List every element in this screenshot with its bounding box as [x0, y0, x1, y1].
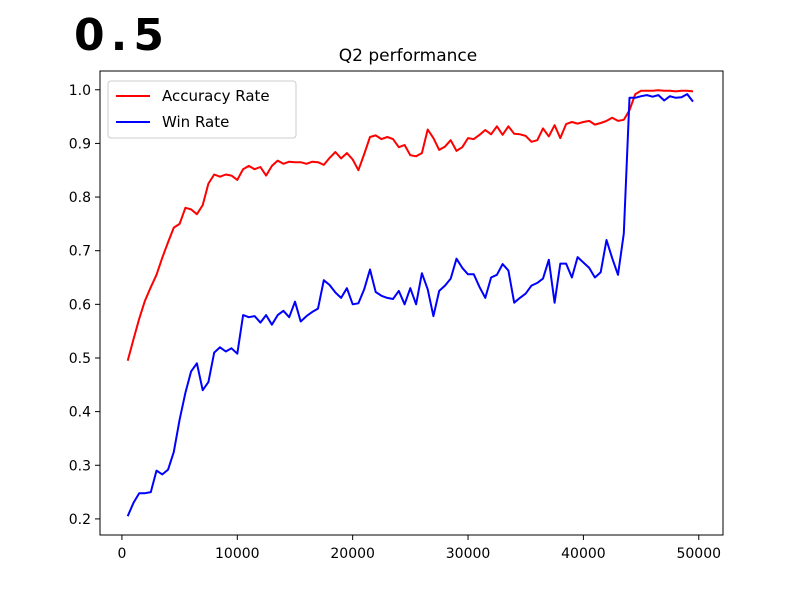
series-line-accuracy-rate: [126, 89, 694, 361]
legend-entry-label: Accuracy Rate: [162, 87, 270, 105]
y-tick-label: 0.3: [69, 458, 91, 474]
legend-box: [107, 80, 297, 139]
y-tick-label: 0.2: [69, 512, 91, 528]
plot-area: [126, 89, 694, 517]
y-tick-label: 0.4: [69, 405, 91, 421]
x-tick-label: 30000: [446, 546, 491, 562]
legend-entry-label: Win Rate: [162, 113, 229, 131]
handwritten-annotation: 0.5: [74, 10, 170, 61]
x-tick-label: 20000: [330, 546, 375, 562]
legend: Accuracy Rate Win Rate: [107, 80, 297, 139]
x-tick-label: 40000: [561, 546, 606, 562]
x-tick-label: 0: [117, 546, 126, 562]
plot-frame: [99, 70, 724, 536]
y-tick-label: 0.9: [69, 136, 91, 152]
x-tick-label: 50000: [676, 546, 721, 562]
y-tick-label: 0.5: [69, 351, 91, 367]
x-tick-label: 10000: [215, 546, 260, 562]
chart-title: Q2 performance: [339, 46, 477, 66]
y-tick-label: 1.0: [69, 83, 91, 99]
y-tick-label: 0.8: [69, 190, 91, 206]
y-tick-label: 0.6: [69, 297, 91, 313]
series-line-win-rate: [126, 93, 694, 517]
y-tick-label: 0.7: [69, 244, 91, 260]
axes: 0 10000 20000 30000 40000 50000 0.2 0.3 0.4 0.5 0.…: [69, 70, 724, 562]
